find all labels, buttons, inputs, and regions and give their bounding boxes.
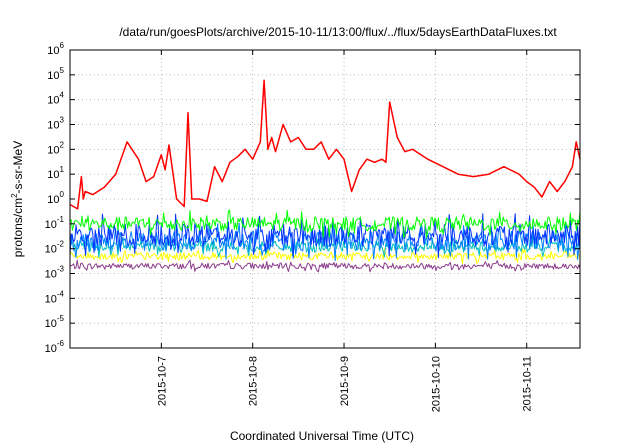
series-line <box>69 213 581 258</box>
y-tick-label: 106 <box>47 41 64 57</box>
y-axis-label: protons/cm2-s-sr-MeV <box>10 141 25 257</box>
chart-title: /data/run/goesPlots/archive/2015-10-11/1… <box>119 25 557 39</box>
x-axis-label: Coordinated Universal Time (UTC) <box>230 429 414 443</box>
y-tick-label: 10-3 <box>45 265 65 281</box>
y-tick-label: 102 <box>47 140 64 156</box>
y-tick-label: 10-5 <box>45 314 65 330</box>
y-tick-label: 10-1 <box>45 215 65 231</box>
y-axis: 10-6 10-5 10-4 10-3 10-2 10-1 100 101 102 103 104 1… <box>45 41 580 355</box>
x-tick-label: 2015-10-9 <box>339 356 351 406</box>
y-tick-label: 105 <box>47 66 64 82</box>
y-tick-label: 10-6 <box>45 339 65 355</box>
y-tick-label: 103 <box>47 116 64 132</box>
y-tick-label: 10-2 <box>45 240 65 256</box>
x-tick-label: 2015-10-8 <box>248 356 260 406</box>
y-tick-label: 101 <box>47 165 64 181</box>
y-tick-label: 10-4 <box>45 289 65 305</box>
y-tick-label: 104 <box>47 91 64 107</box>
grid <box>70 50 580 348</box>
x-tick-label: 2015-10-11 <box>522 356 534 411</box>
y-tick-label: 100 <box>47 190 64 206</box>
series-layer <box>69 79 581 273</box>
x-tick-label: 2015-10-10 <box>430 356 442 412</box>
x-axis: 2015-10-7 2015-10-8 2015-10-9 2015-10-10 201… <box>156 50 534 412</box>
series-line <box>69 79 581 210</box>
series-line <box>69 209 581 239</box>
series-line <box>69 259 581 273</box>
series-line <box>69 248 581 265</box>
x-tick-label: 2015-10-7 <box>156 356 168 406</box>
